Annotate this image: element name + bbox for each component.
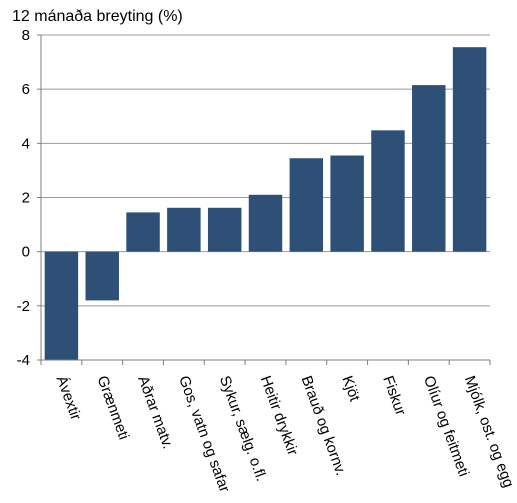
x-tick-label: Grænmeti [93, 374, 132, 442]
y-tick-label: 8 [22, 27, 30, 44]
y-tick-label: -2 [17, 298, 30, 315]
bar [126, 212, 160, 252]
y-tick-label: -4 [17, 352, 30, 369]
x-tick-label: Heitir drykkir [257, 374, 301, 458]
x-tick-label: Kjöt [338, 374, 363, 405]
bar [289, 158, 324, 252]
bar [371, 130, 405, 252]
x-tick-label: Fiskur [379, 374, 409, 418]
bar [85, 251, 119, 301]
y-tick-label: 6 [22, 81, 30, 98]
bar [412, 85, 446, 252]
bar [207, 207, 242, 252]
x-tick-label: Ávextir [53, 374, 85, 423]
bar [330, 155, 364, 252]
y-tick-label: 2 [22, 190, 30, 207]
axes [37, 34, 491, 365]
y-tick-label: 4 [22, 135, 30, 152]
y-tick-label: 0 [22, 244, 30, 261]
bar [44, 251, 79, 360]
bar [248, 194, 283, 252]
chart-title: 12 mánaða breyting (%) [12, 8, 183, 25]
x-tick-label: Brauð og kornv. [298, 374, 350, 478]
bars [44, 47, 487, 360]
bar [452, 47, 487, 252]
x-tick-label: Olíur og feitmeti [420, 374, 472, 479]
bar [167, 207, 201, 252]
x-tick-label: Aðrar matv. [134, 374, 176, 452]
